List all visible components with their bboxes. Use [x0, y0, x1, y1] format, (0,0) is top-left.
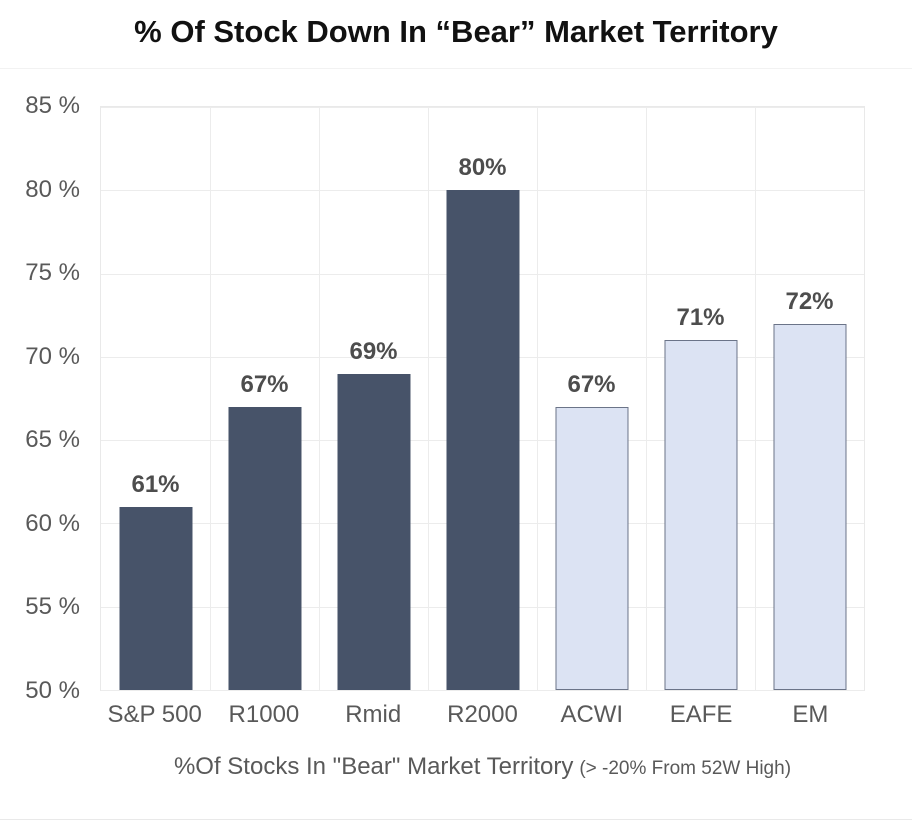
x-axis-caption: %Of Stocks In "Bear" Market Territory (> … — [100, 753, 865, 781]
x-gridline — [537, 107, 538, 690]
bar-value-label: 61% — [131, 470, 180, 498]
bar-value-label: 67% — [240, 370, 289, 398]
y-tick-label: 85 % — [25, 92, 80, 119]
y-axis: 85 % 80 % 75 % 70 % 65 % 60 % 55 % 50 % — [0, 92, 88, 704]
bar-slot: 67% — [210, 107, 319, 690]
x-gridline — [646, 107, 647, 690]
x-axis-caption-note: (> -20% From 52W High) — [579, 758, 792, 779]
x-gridline — [210, 107, 211, 690]
bar-value-label: 72% — [785, 287, 834, 315]
x-tick-label: ACWI — [560, 701, 624, 728]
x-tick-label: R1000 — [228, 701, 300, 728]
x-tick-label: R2000 — [447, 701, 518, 728]
y-tick-label: 55 % — [25, 593, 80, 621]
y-gridline — [101, 107, 864, 108]
bar-value-label: 80% — [458, 154, 507, 182]
bar-value-label: 69% — [349, 337, 398, 365]
y-tick-label: 60 % — [25, 509, 80, 537]
y-tick-label: 50 % — [25, 677, 80, 704]
x-tick-label: S&P 500 — [107, 701, 202, 728]
x-axis-caption-text: %Of Stocks In "Bear" Market Territory — [173, 753, 574, 780]
bar-slot: 67% — [537, 107, 646, 690]
x-tick-label: EAFE — [669, 701, 733, 728]
bar-slot: 80% — [428, 107, 537, 690]
chart-title: % Of Stock Down In “Bear” Market Territo… — [134, 14, 778, 49]
bar-value-label: 67% — [567, 370, 616, 398]
bar-r1000 — [227, 406, 302, 690]
x-tick-label: EM — [792, 701, 829, 728]
bar-slot: 61% — [101, 107, 210, 690]
x-gridline — [319, 107, 320, 690]
bar-s-p-500 — [118, 506, 193, 690]
bar-value-label: 71% — [676, 304, 725, 332]
bar-slot: 69% — [319, 107, 428, 690]
y-gridline — [101, 690, 864, 691]
chart-frame: 85 % 80 % 75 % 70 % 65 % 60 % 55 % 50 % 61% 67% 6… — [0, 68, 912, 820]
x-axis-labels: S&P 500 R1000 Rmid R2000 ACWI EAFE EM — [100, 701, 865, 737]
y-tick-label: 80 % — [25, 175, 80, 203]
bar-slot: 71% — [646, 107, 755, 690]
bar-acwi — [554, 406, 629, 690]
bar-eafe — [663, 340, 738, 690]
bar-slot: 72% — [755, 107, 864, 690]
bar-r2000 — [445, 190, 520, 690]
bar-em — [772, 323, 847, 690]
x-gridline — [755, 107, 756, 690]
y-tick-label: 65 % — [25, 426, 80, 454]
x-gridline — [428, 107, 429, 690]
plot-area: 61% 67% 69% 80% 67% 71% 72% — [100, 106, 865, 691]
y-tick-label: 70 % — [25, 342, 80, 370]
x-tick-label: Rmid — [345, 701, 402, 728]
bar-rmid — [336, 373, 411, 690]
y-tick-label: 75 % — [25, 259, 80, 287]
